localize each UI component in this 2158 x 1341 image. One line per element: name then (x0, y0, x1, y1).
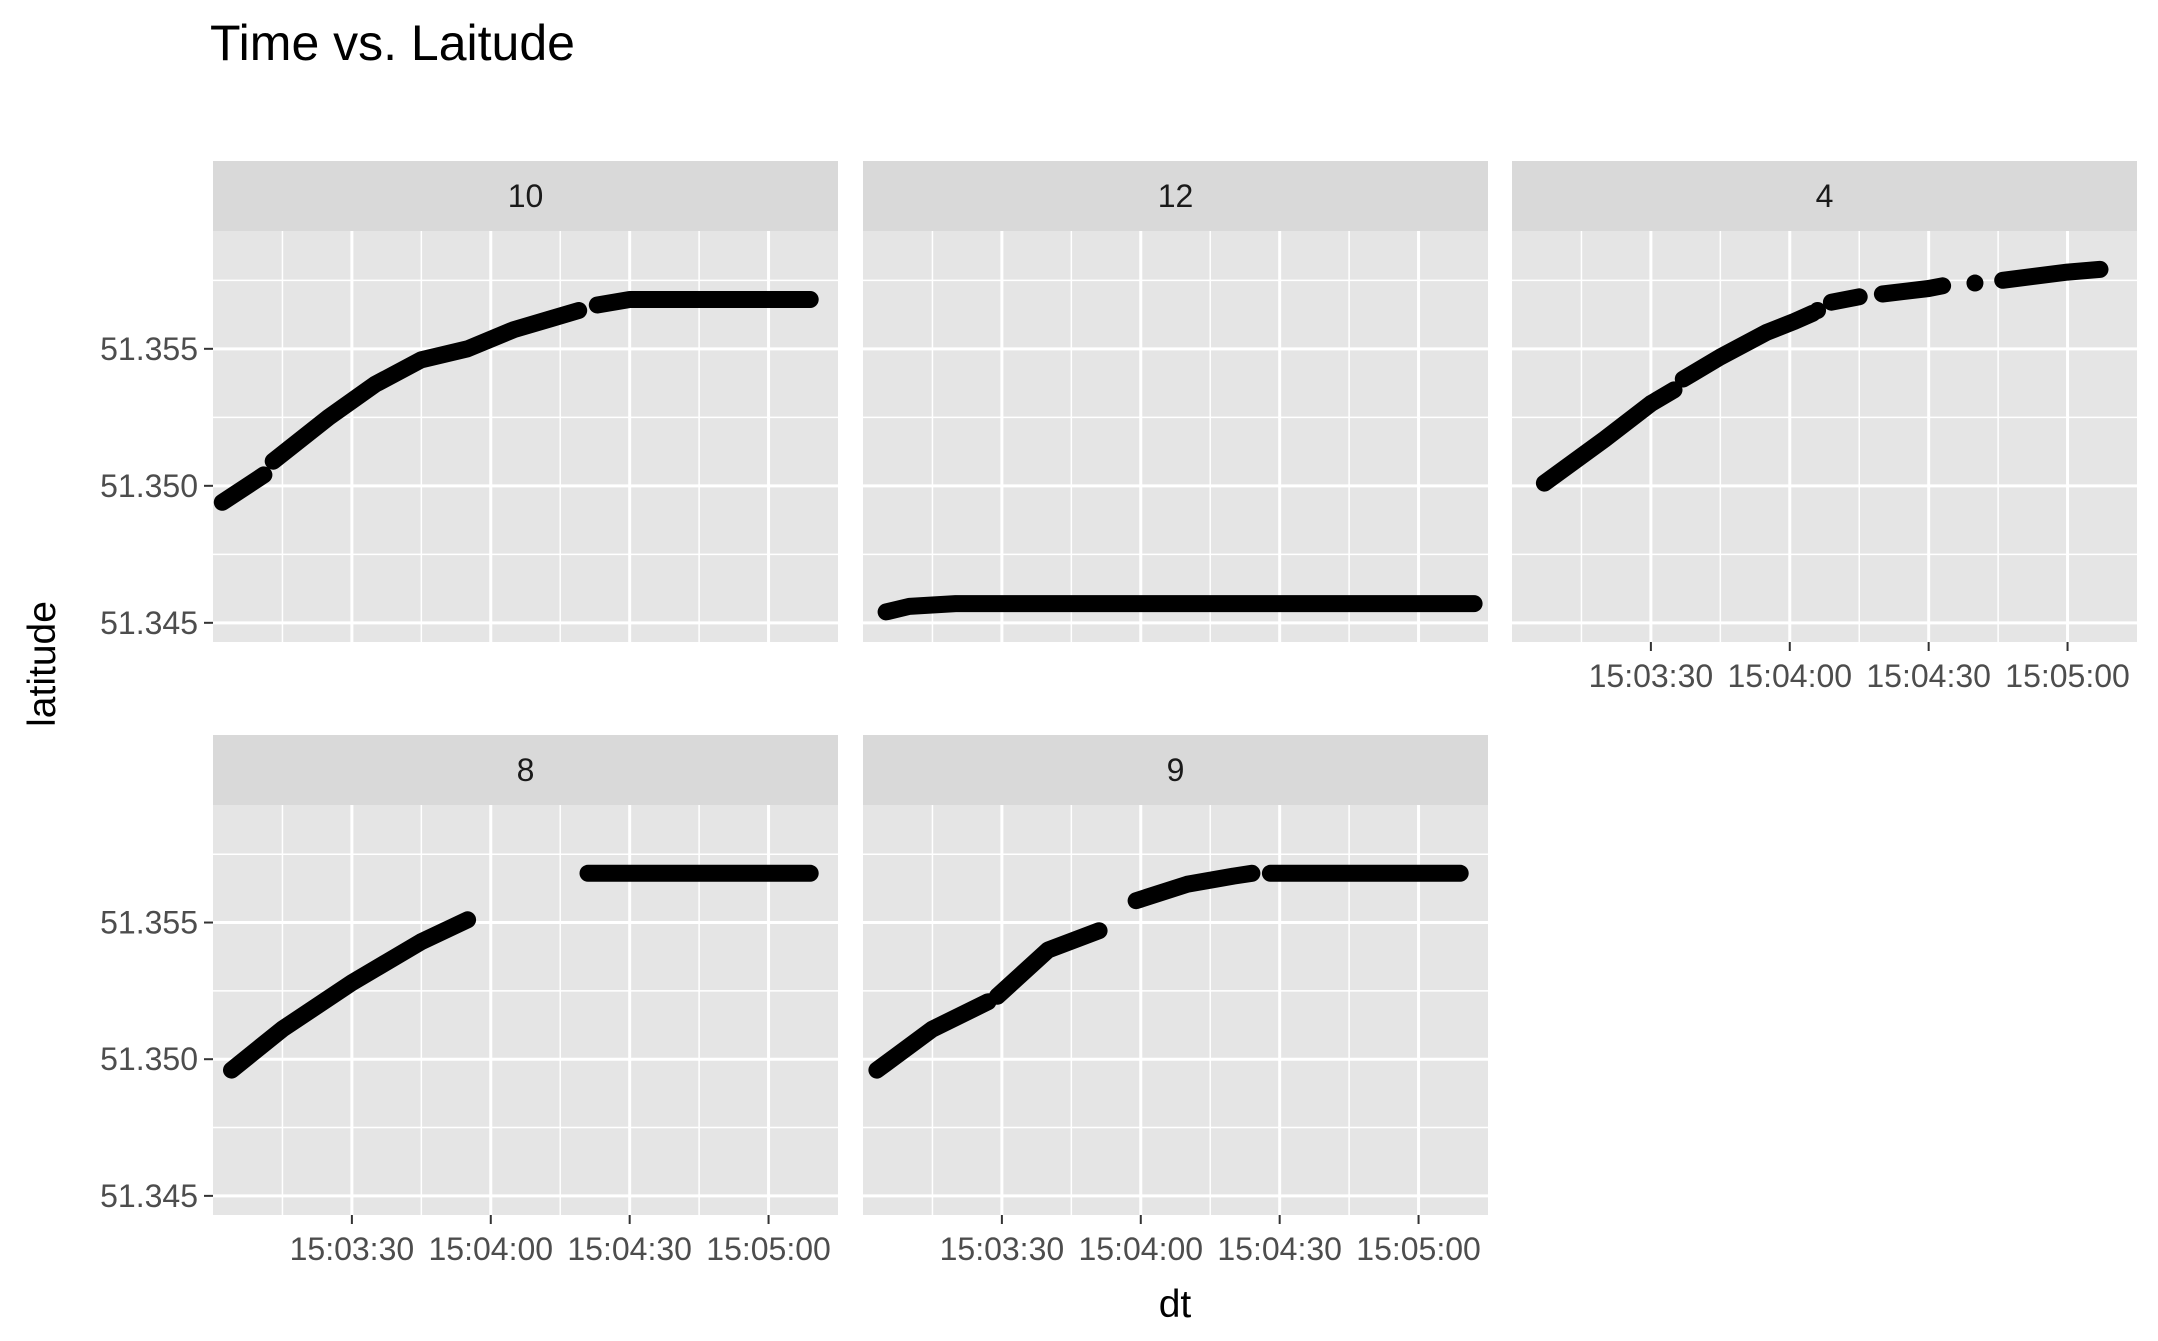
facet-panel-10: 10 51.345 51.350 51.355 (100, 161, 838, 642)
chart-title: Time vs. Laitude (210, 15, 575, 71)
facet-strip (863, 161, 1488, 231)
x-tick-label: 15:03:30 (940, 1231, 1065, 1267)
y-tick-label: 51.350 (100, 1041, 198, 1077)
facet-strip (1512, 161, 2137, 231)
series-12 (877, 595, 1483, 621)
x-tick-label: 15:05:00 (1356, 1231, 1481, 1267)
data-point (1966, 274, 1984, 292)
facet-strip-label: 8 (517, 752, 535, 788)
facet-strip-label: 10 (508, 178, 544, 214)
facet-strip (213, 735, 838, 805)
data-point (1809, 301, 1827, 319)
data-point-trail (1535, 381, 1683, 492)
facet-panel-4: 4 15:03:30 15:04:00 15:04:30 15:05:00 (1512, 161, 2137, 694)
data-point-trail (1127, 864, 1261, 910)
data-point-trail (588, 291, 819, 314)
facet-strip (863, 735, 1488, 805)
x-axis-title: dt (1159, 1283, 1192, 1326)
x-tick-label: 15:05:00 (706, 1231, 831, 1267)
grid-lines (863, 231, 1488, 642)
grid-lines (1512, 231, 2137, 642)
x-tick-label: 15:04:00 (1727, 658, 1852, 694)
data-point-trail (1822, 288, 1868, 311)
facet-panel-8: 8 51.345 51.350 51.355 15:03:30 15:04:00 15:04… (100, 735, 838, 1267)
data-point-trail (988, 922, 1108, 1005)
panel-background (863, 231, 1488, 642)
data-point-trail (264, 302, 588, 470)
data-point-trail (877, 595, 1483, 621)
data-point-trail (1873, 277, 1952, 303)
data-point-trail (1674, 304, 1822, 388)
y-tick-label: 51.355 (100, 331, 198, 367)
facet-panel-9: 9 15:03:30 15:04:00 15:04:30 15:05:00 (863, 735, 1488, 1267)
x-tick-label: 15:04:30 (1866, 658, 1991, 694)
data-point-trail (213, 466, 273, 511)
series-9 (868, 864, 1469, 1079)
x-tick-label: 15:04:00 (1078, 1231, 1203, 1267)
y-tick-label: 51.355 (100, 905, 198, 941)
facet-strip-label: 9 (1167, 752, 1185, 788)
y-axis-title: latitude (21, 601, 64, 727)
series-10 (213, 291, 819, 511)
series-8 (223, 864, 819, 1079)
facet-strip (213, 161, 838, 231)
data-point-trail (868, 993, 997, 1079)
data-point-trail (1994, 260, 2109, 289)
facet-panel-12: 12 (863, 161, 1488, 642)
facet-strip-label: 12 (1158, 178, 1194, 214)
series-4 (1535, 260, 2109, 492)
data-point-trail (223, 911, 477, 1079)
y-tick-label: 51.350 (100, 468, 198, 504)
y-tick-label: 51.345 (100, 605, 198, 641)
x-tick-label: 15:03:30 (290, 1231, 415, 1267)
x-tick-label: 15:04:00 (428, 1231, 553, 1267)
x-tick-label: 15:03:30 (1589, 658, 1714, 694)
x-tick-label: 15:04:30 (1217, 1231, 1342, 1267)
facet-panels: 10 51.345 51.350 51.355 12 4 15:03:30 15:04:00 1… (100, 161, 2137, 1267)
x-tick-label: 15:05:00 (2005, 658, 2130, 694)
y-tick-label: 51.345 (100, 1178, 198, 1214)
facet-strip-label: 4 (1816, 178, 1834, 214)
grid-lines (213, 805, 838, 1215)
x-tick-label: 15:04:30 (567, 1231, 692, 1267)
